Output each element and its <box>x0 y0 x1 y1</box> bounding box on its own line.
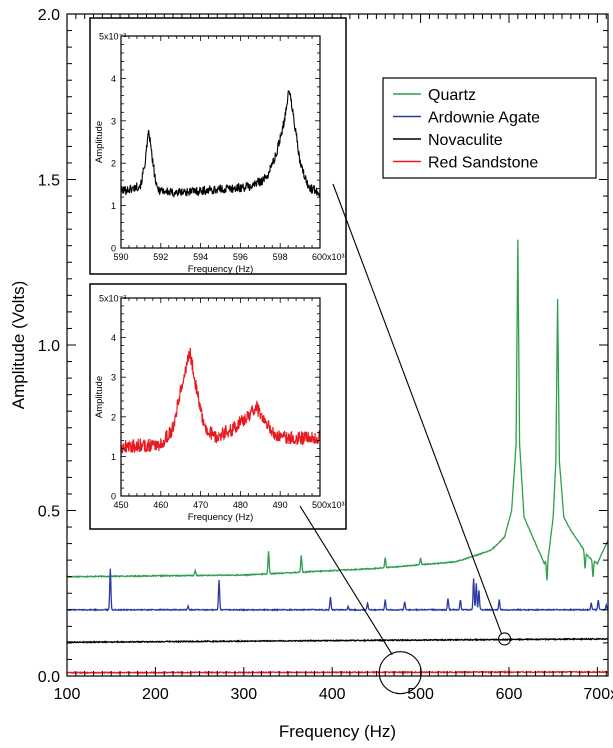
inset-x-tick-label: 592 <box>153 252 168 262</box>
inset-y-tick-label: 0 <box>111 492 116 502</box>
x-tick-label: 600 <box>496 686 523 703</box>
inset-y-tick-label: 1 <box>111 452 116 462</box>
inset-x-tick-label: 460 <box>153 500 168 510</box>
y-axis-title: Amplitude (Volts) <box>9 281 28 410</box>
series-line-2 <box>66 637 609 644</box>
inset-x-tick-label: 490 <box>273 500 288 510</box>
inset-y-tick-label: 4 <box>111 333 116 343</box>
inset-box <box>89 283 347 530</box>
annotations <box>299 183 512 695</box>
main-plot: 100200300400500600700x10³0.00.51.01.52.0… <box>9 7 613 741</box>
y-tick-label: 0.5 <box>38 504 60 521</box>
y-tick-label: 1.5 <box>38 173 60 190</box>
inset-x-tick-label: 500x10³ <box>312 500 345 510</box>
pointer-line-lower <box>299 505 393 655</box>
inset-y-tick-label: 4 <box>111 74 116 84</box>
inset-y-tick-label: 3 <box>111 116 116 126</box>
legend-label-1: Ardownie Agate <box>428 110 540 127</box>
inset-x-tick-label: 450 <box>113 500 128 510</box>
inset-x-tick-label: 470 <box>193 500 208 510</box>
legend: Quartz Ardownie Agate Novaculite Red Sandst… <box>382 77 597 179</box>
x-axis-title: Frequency (Hz) <box>279 722 396 741</box>
x-tick-label: 500 <box>407 686 434 703</box>
inset-y-tick-label: 5x10⁻³ <box>99 32 126 42</box>
inset-x-axis-title: Frequency (Hz) <box>188 512 253 523</box>
legend-label-0: Quartz <box>428 87 476 104</box>
inset-lower: 450 460 470 480 490 500x10³ 0 1 2 3 4 5x10⁻³ Frequen… <box>89 283 347 530</box>
inset-x-tick-label: 590 <box>113 252 128 262</box>
inset-x-axis-title: Frequency (Hz) <box>188 264 253 275</box>
inset-y-tick-label: 5x10⁻³ <box>99 294 126 304</box>
x-tick-label: 100 <box>54 686 81 703</box>
inset-plot-frame <box>120 297 321 497</box>
series-line-0 <box>66 239 609 581</box>
inset-x-tick-label: 598 <box>273 252 288 262</box>
inset-y-tick-label: 1 <box>111 201 116 211</box>
inset-y-tick-label: 3 <box>111 373 116 383</box>
inset-y-tick-label: 2 <box>111 412 116 422</box>
y-tick-label: 2.0 <box>38 7 60 24</box>
inset-y-tick-label: 0 <box>111 244 116 254</box>
inset-y-tick-label: 2 <box>111 159 116 169</box>
inset-x-tick-label: 600x10³ <box>312 252 345 262</box>
inset-plot-frame <box>120 35 321 249</box>
x-tick-label: 700x10³ <box>583 686 613 703</box>
y-tick-label: 1.0 <box>38 338 60 355</box>
inset-x-tick-label: 596 <box>233 252 248 262</box>
inset-y-axis-title: Amplitude <box>94 376 105 418</box>
x-tick-label: 400 <box>319 686 346 703</box>
x-tick-label: 200 <box>142 686 169 703</box>
x-tick-label: 300 <box>230 686 257 703</box>
inset-x-tick-label: 480 <box>233 500 248 510</box>
inset-series-line <box>120 347 321 454</box>
zoom-circle-red-sandstone <box>378 651 422 695</box>
y-tick-label: 0.0 <box>38 669 60 686</box>
zoom-circle-novaculite <box>498 632 512 646</box>
inset-series-line <box>120 90 321 198</box>
legend-label-2: Novaculite <box>428 132 503 149</box>
legend-label-3: Red Sandstone <box>428 155 538 172</box>
inset-y-axis-title: Amplitude <box>94 121 105 163</box>
inset-x-tick-label: 594 <box>193 252 208 262</box>
inset-upper: 590 592 594 596 598 600x10³ 0 1 2 3 4 5x10⁻³ Frequen… <box>89 17 347 275</box>
series-line-1 <box>66 568 609 612</box>
pointer-line-upper <box>332 183 503 635</box>
inset-box <box>89 17 347 275</box>
